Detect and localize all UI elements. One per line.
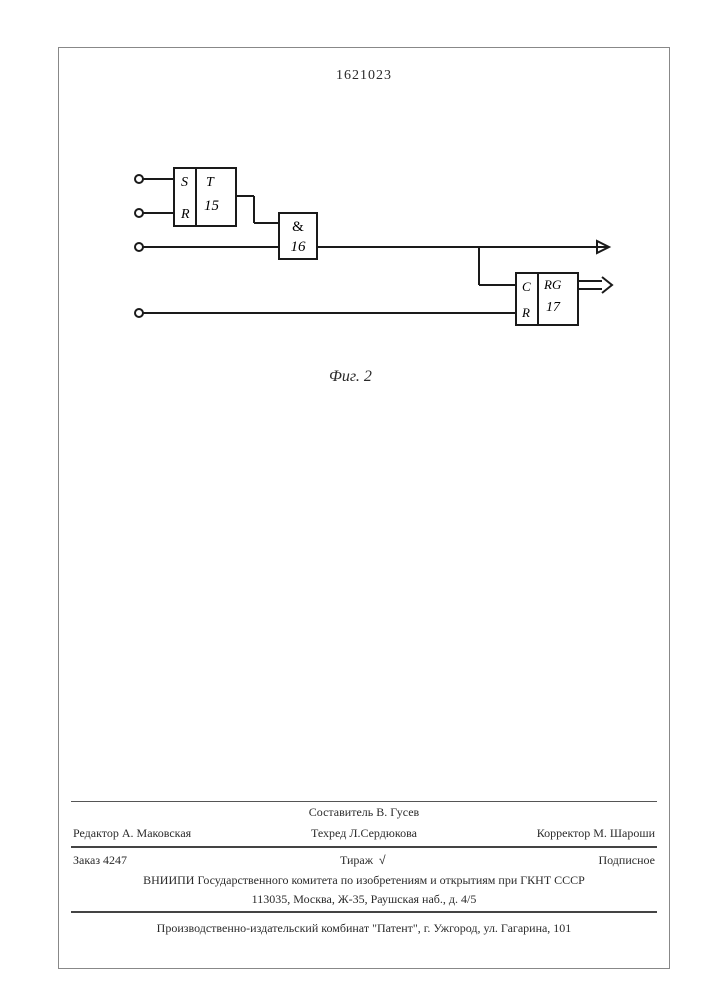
svg-text:15: 15	[204, 198, 220, 214]
address-line: 113035, Москва, Ж-35, Раушская наб., д. …	[59, 890, 669, 909]
corrector-credit: Корректор М. Шароши	[537, 826, 655, 841]
page-frame: 1621023 SRT15&16CRRG17 Фиг. 2 Составител…	[58, 47, 670, 969]
publisher-line: Производственно-издательский комбинат "П…	[59, 915, 669, 938]
svg-text:17: 17	[546, 300, 561, 315]
podpisnoe-label: Подписное	[598, 853, 655, 868]
editor-credit: Редактор А. Маковская	[73, 826, 191, 841]
org-line: ВНИИПИ Государственного комитета по изоб…	[59, 871, 669, 890]
figure-label: Фиг. 2	[329, 368, 372, 386]
compiler-line: Составитель В. Гусев	[59, 802, 669, 823]
order-number: Заказ 4247	[73, 853, 127, 868]
svg-text:S: S	[181, 175, 188, 190]
credits-row: Редактор А. Маковская Техред Л.Сердюкова…	[59, 823, 669, 844]
svg-text:T: T	[206, 175, 215, 190]
svg-text:C: C	[522, 279, 531, 294]
order-row: Заказ 4247 Тираж √ Подписное	[59, 850, 669, 871]
document-number: 1621023	[59, 68, 669, 84]
svg-text:16: 16	[291, 239, 307, 255]
tech-credit: Техред Л.Сердюкова	[311, 826, 417, 841]
circuit-diagram: SRT15&16CRRG17	[89, 163, 649, 403]
svg-text:&: &	[292, 219, 304, 235]
svg-text:R: R	[521, 305, 530, 320]
tirazh-label: Тираж √	[340, 853, 386, 868]
svg-text:RG: RG	[543, 277, 562, 292]
svg-text:R: R	[180, 207, 190, 222]
footer-block: Составитель В. Гусев Редактор А. Маковск…	[59, 801, 669, 938]
